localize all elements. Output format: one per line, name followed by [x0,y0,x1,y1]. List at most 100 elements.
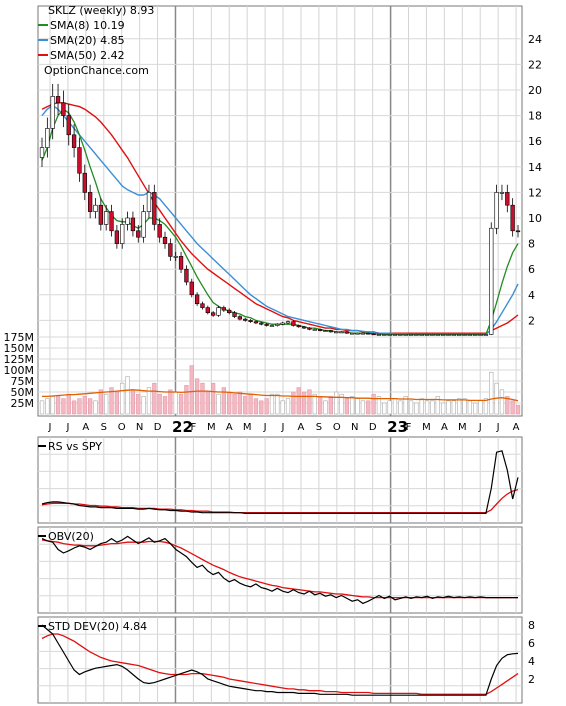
candle-body [366,332,371,335]
candle-body [104,211,109,225]
x-month-label: S [101,422,107,433]
volume-bar [104,393,109,415]
candle-body [414,334,419,336]
volume-bar [392,398,398,415]
price-y-tick-label: 6 [528,263,535,276]
candle-body [285,321,291,324]
volume-bar [323,400,328,415]
volume-bar [301,391,307,415]
candle-body [157,224,162,238]
volume-bar [408,400,414,415]
x-month-label: J [496,422,500,433]
volume-bar [87,398,93,415]
volume-bar [152,382,157,415]
rs-grid [38,437,522,523]
volume-bar [98,389,103,415]
obv-line [41,535,518,605]
candle-body [50,96,55,129]
candle-body [173,256,178,258]
x-month-label: D [369,422,377,433]
candle-body [510,204,515,232]
obv-panel: OBV(20) [37,526,523,614]
candle-body [355,332,360,335]
x-month-label: J [478,422,482,433]
volume-bar [173,391,178,415]
candle-body [55,96,61,104]
obv-lines [41,535,518,605]
x-axis-labels: JJASONDJFMAMJJASONDJFMAMJJA2223 [48,418,520,436]
price-y-tick-label: 18 [528,110,542,123]
volume-bar [82,396,87,415]
candle-body [483,334,489,336]
rs-line [41,450,519,515]
candle-body [350,332,355,335]
brand-watermark: OptionChance.com [44,64,149,77]
volume-bar [39,400,45,415]
price-y-tick-label: 14 [528,161,542,174]
volume-bar [205,391,210,415]
volume-bar [489,371,494,415]
volume-bar [162,396,168,415]
volume-bar [221,387,226,415]
volume-bar [200,382,205,415]
candle-body [61,102,66,116]
candle-body [398,334,403,336]
volume-bar [141,396,146,415]
volume-bar [66,393,71,415]
std-y-tick-label: 4 [528,655,535,668]
candle-body [323,330,328,332]
volume-bar [237,391,243,415]
candle-body [419,334,424,336]
x-month-label: A [82,422,89,433]
volume-bar [307,389,312,415]
volume-bar [178,393,184,415]
volume-bar [499,389,505,415]
obv-title: OBV(20) [48,530,94,543]
candle-body [451,334,456,336]
candle-body [296,325,301,328]
x-month-label: J [48,422,52,433]
volume-bar [505,396,510,415]
volume-bar [71,400,77,415]
candle-body [371,333,376,336]
volume-bar [259,400,264,415]
volume-bar [146,387,152,415]
candle-body [200,303,205,308]
std-y-tick-label: 8 [528,619,535,632]
volume-bar [446,400,451,415]
candle-body [446,334,451,336]
volume-bar [125,376,130,415]
price-y-tick-label: 10 [528,212,542,225]
x-month-label: S [316,422,322,433]
candle-body [248,320,253,322]
price-y-tick-label: 16 [528,135,542,148]
candle-body [489,227,494,335]
volume-bar [216,393,221,415]
x-month-label: M [422,422,431,433]
candle-body [152,192,157,225]
candle-body [339,331,344,334]
volume-bar [515,404,521,415]
candle-body [259,322,264,325]
volume-bar [184,385,189,415]
x-year-label: 23 [387,418,408,436]
volume-bar [317,396,323,415]
candle-body [408,334,414,336]
std-legend: STD DEV(20) 4.84 [38,620,147,633]
candle-body [499,192,505,194]
volume-bar [462,398,467,415]
volume-bar [253,398,259,415]
volume-bar [232,393,237,415]
candle-body [168,243,173,257]
price-y-tick-label: 20 [528,84,542,97]
candle-body [403,334,408,336]
volume-bar [467,400,473,415]
x-month-label: M [207,422,216,433]
price-y-tick-label: 4 [528,289,535,302]
candle-body [435,334,440,336]
std-panel: 2 4 6 8 STD DEV(20) 4.84 [37,616,535,704]
volume-bar [285,398,291,415]
legend: SMA(8) 10.19 SMA(20) 4.85 SMA(50) 2.42 O… [38,19,149,77]
volume-bar [55,396,61,415]
